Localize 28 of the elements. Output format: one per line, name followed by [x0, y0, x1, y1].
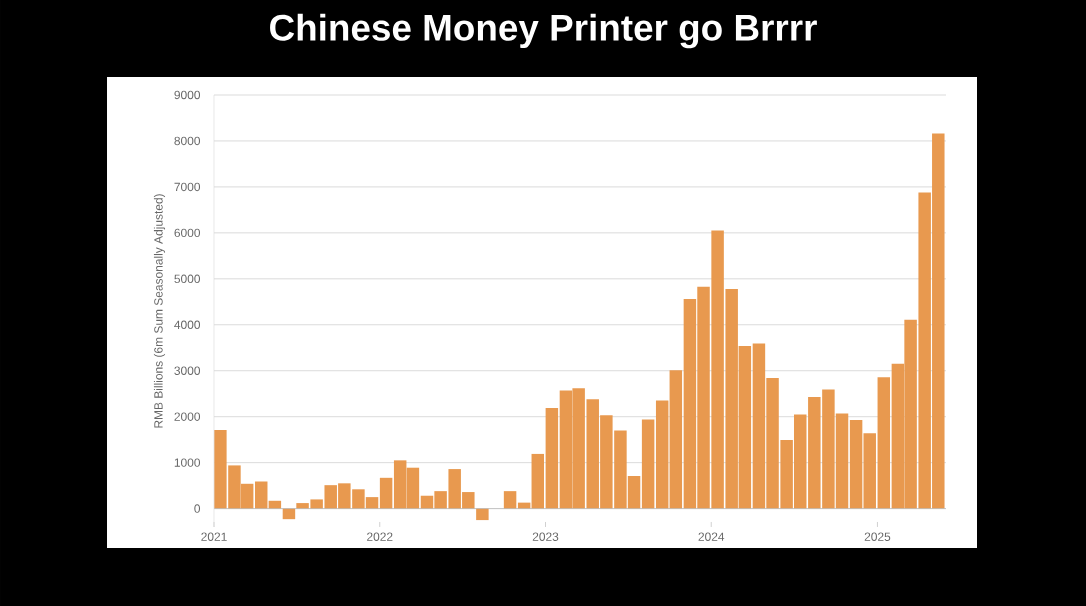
x-tick-label: 2023 — [532, 532, 559, 541]
y-tick-label: 7000 — [174, 182, 201, 192]
chart-title: Chinese Money Printer go Brrrr — [270, 13, 817, 49]
y-tick-label: 5000 — [174, 274, 201, 284]
bar — [379, 477, 393, 509]
bar — [282, 508, 296, 520]
bar — [476, 508, 489, 521]
y-tick-label: 0 — [194, 504, 201, 513]
y-tick-label: 6000 — [174, 228, 201, 238]
y-tick-label: 4000 — [174, 320, 201, 329]
bar — [669, 370, 683, 509]
bar — [503, 491, 517, 509]
x-tick-label: 2025 — [864, 532, 891, 541]
y-tick-label: 3000 — [174, 366, 201, 375]
y-tick-label: 9000 — [174, 90, 201, 100]
y-tick-label: 1000 — [174, 458, 201, 467]
bar — [877, 377, 891, 509]
y-tick-label: 8000 — [174, 136, 201, 146]
bar — [531, 453, 545, 509]
y-tick-label: 2000 — [174, 412, 201, 421]
x-tick-label: 2021 — [201, 532, 227, 541]
x-tick-label: 2022 — [367, 532, 393, 541]
bar — [545, 407, 559, 509]
bar — [254, 481, 268, 509]
bar — [641, 419, 655, 509]
x-tick-label: 2024 — [698, 532, 725, 541]
bar — [655, 400, 669, 509]
y-axis-title: RMB Billions (6m Sum Seasonally Adjusted) — [153, 194, 166, 428]
